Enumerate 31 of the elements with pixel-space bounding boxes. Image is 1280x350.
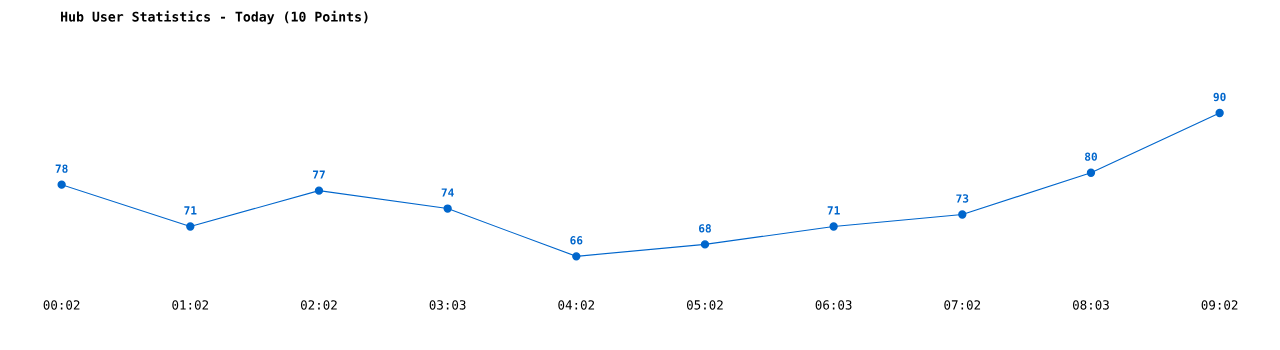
point [443,204,452,213]
data-label: 71 [184,206,197,215]
point [1086,168,1096,177]
x-tick-label: 06:03 [815,300,852,310]
data-label: 74 [441,188,454,197]
point [57,180,66,189]
data-label: 80 [1084,152,1097,161]
point [700,240,710,249]
point [186,222,195,231]
data-label: 66 [570,236,583,245]
point [829,222,838,231]
chart-title: Hub User Statistics - Today (10 Points) [61,10,368,25]
x-tick-label: 01:02 [172,300,209,310]
x-tick-label: 08:03 [1072,300,1109,310]
x-tick-label: 00:02 [43,300,80,310]
point [958,210,967,219]
point [314,186,324,195]
data-label: 90 [1213,92,1226,102]
x-tick-label: 03:03 [429,300,466,310]
point [572,252,581,261]
x-tick-label: 07:02 [944,300,981,310]
x-tick-label: 02:02 [300,300,337,310]
data-label: 78 [55,164,68,173]
data-label: 73 [956,194,969,203]
x-tick-label: 09:02 [1201,300,1238,310]
point [1215,108,1224,118]
x-tick-label: 04:02 [558,300,595,310]
data-label: 71 [827,206,840,215]
x-tick-label: 05:02 [686,300,723,310]
data-label: 68 [698,224,711,233]
data-label: 77 [313,170,325,179]
